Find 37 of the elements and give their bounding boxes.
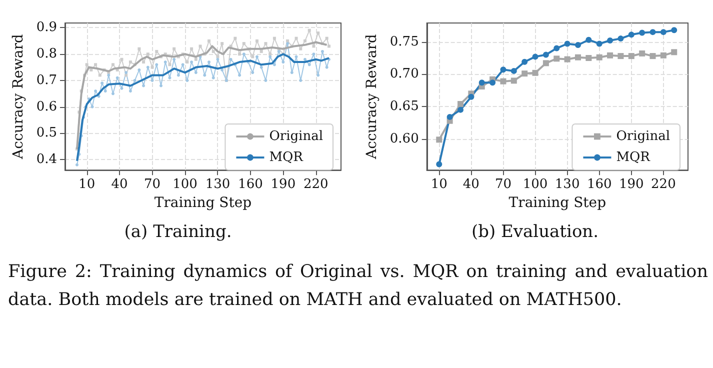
x-tick-label: 130 [205, 177, 230, 192]
x-tick-label: 160 [586, 177, 612, 192]
legend-label: Original [616, 129, 670, 144]
legend-label: MQR [616, 150, 652, 165]
x-tick-label: 220 [303, 177, 328, 192]
y-tick-label: 0.8 [36, 46, 57, 62]
x-tick-label: 40 [462, 177, 480, 192]
y-tick-label: 0.4 [36, 152, 57, 168]
y-tick-label: 0.60 [390, 131, 419, 146]
x-tick-label: 40 [111, 177, 128, 192]
legend-label: MQR [269, 150, 304, 165]
x-tick-label: 10 [430, 177, 448, 192]
y-tick-label: 0.70 [390, 66, 419, 82]
y-axis-title: Accuracy Reward [364, 34, 380, 160]
y-tick-label: 0.7 [36, 72, 57, 88]
x-tick-label: 220 [651, 177, 676, 192]
x-tick-label: 100 [522, 177, 548, 192]
x-tick-label: 160 [238, 177, 263, 192]
y-tick-label: 0.9 [36, 20, 57, 36]
x-tick-label: 130 [554, 177, 580, 192]
y-tick-label: 0.75 [390, 34, 419, 50]
y-tick-label: 0.5 [36, 126, 57, 141]
x-tick-label: 190 [270, 177, 296, 192]
y-tick-label: 0.65 [390, 99, 419, 114]
x-tick-label: 70 [144, 177, 161, 192]
x-tick-label: 190 [618, 177, 644, 192]
y-tick-label: 0.6 [36, 99, 57, 114]
y-axis-title: Accuracy Reward [10, 34, 26, 160]
text: (b) Evaluation. [470, 222, 600, 242]
text: (a) Training. [123, 222, 233, 242]
x-axis-title: Training Step [508, 195, 606, 211]
x-axis-title: Training Step [154, 195, 252, 211]
caption: Figure 2: Training dynamics of Original vs. MQR on training and evaluation data. Both models are trained on MATH and evaluated on MATH500. [8, 261, 708, 312]
x-tick-label: 100 [172, 177, 198, 192]
x-tick-label: 70 [494, 177, 512, 192]
legend-label: Original [269, 129, 324, 144]
x-tick-label: 10 [78, 177, 96, 192]
